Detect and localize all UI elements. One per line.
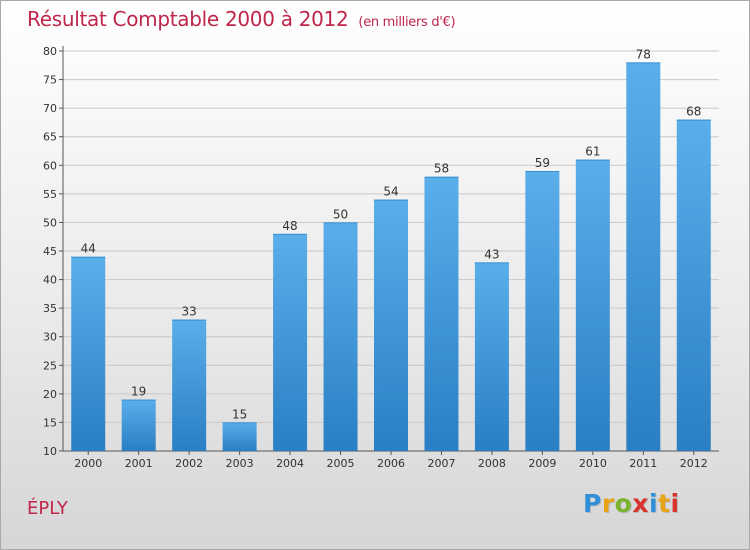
x-tick-label-2006: 2006 xyxy=(377,457,405,470)
y-tick-label: 15 xyxy=(43,416,57,429)
chart-subtitle: (en milliers d'€) xyxy=(358,15,456,30)
bar-2008[interactable] xyxy=(474,262,509,451)
x-tick-label-2007: 2007 xyxy=(427,457,455,470)
y-tick-label: 60 xyxy=(43,159,57,172)
logo-letter: t xyxy=(658,489,671,518)
bar-2012[interactable] xyxy=(676,119,711,452)
bar-2010[interactable] xyxy=(575,159,610,452)
bar-2009[interactable] xyxy=(525,171,560,451)
x-tick-label-2011: 2011 xyxy=(629,457,657,470)
bar-2006[interactable] xyxy=(374,199,408,451)
data-label-2005: 50 xyxy=(333,207,348,221)
logo-letter: x xyxy=(632,489,649,518)
data-label-2009: 59 xyxy=(535,156,550,170)
x-tick-label-2005: 2005 xyxy=(327,457,355,470)
x-tick-label-2003: 2003 xyxy=(226,457,254,470)
y-tick-label: 40 xyxy=(43,274,57,287)
chart-title: Résultat Comptable 2000 à 2012 (en millie… xyxy=(27,7,456,31)
data-label-2008: 43 xyxy=(484,247,499,261)
y-tick-label: 20 xyxy=(43,388,57,401)
y-tick-label: 75 xyxy=(43,74,57,87)
y-tick-label: 70 xyxy=(43,102,57,115)
bar-2005[interactable] xyxy=(323,222,358,451)
data-label-2010: 61 xyxy=(585,145,600,159)
y-tick-label: 30 xyxy=(43,331,57,344)
bar-2011[interactable] xyxy=(626,62,661,452)
x-tick-label-2010: 2010 xyxy=(579,457,607,470)
x-tick-label-2008: 2008 xyxy=(478,457,506,470)
bar-2002[interactable] xyxy=(172,319,207,451)
y-tick-label: 50 xyxy=(43,216,57,229)
data-label-2002: 33 xyxy=(182,305,197,319)
proxiti-logo[interactable]: Proxiti xyxy=(583,489,680,518)
y-tick-label: 80 xyxy=(43,45,57,58)
x-tick-label-2012: 2012 xyxy=(680,457,708,470)
y-tick-label: 10 xyxy=(43,445,57,458)
x-tick-label-2000: 2000 xyxy=(74,457,102,470)
y-tick-label: 65 xyxy=(43,131,57,144)
y-tick-label: 25 xyxy=(43,359,57,372)
x-tick-label-2009: 2009 xyxy=(528,457,556,470)
bar-2004[interactable] xyxy=(273,233,308,451)
logo-letter: i xyxy=(649,489,659,518)
x-tick-label-2002: 2002 xyxy=(175,457,203,470)
data-label-2004: 48 xyxy=(282,219,297,233)
data-label-2003: 15 xyxy=(232,407,247,421)
data-labels: 44 19 33 15 48 50 54 58 43 59 61 78 68 xyxy=(81,47,702,421)
logo-letter: o xyxy=(614,489,633,518)
y-tick-label: 55 xyxy=(43,188,57,201)
data-label-2000: 44 xyxy=(81,242,96,256)
bar-2003[interactable] xyxy=(222,422,257,451)
data-label-2006: 54 xyxy=(383,185,398,199)
bar-2007[interactable] xyxy=(424,176,459,451)
bar-2000[interactable] xyxy=(71,256,106,451)
bars xyxy=(71,62,711,452)
data-label-2011: 78 xyxy=(636,47,651,61)
commune-name: ÉPLY xyxy=(27,498,68,519)
bar-2001[interactable] xyxy=(121,399,156,451)
y-tick-label: 35 xyxy=(43,302,57,315)
x-tick-label-2004: 2004 xyxy=(276,457,304,470)
y-tick-label: 45 xyxy=(43,245,57,258)
logo-letter: r xyxy=(601,489,615,518)
data-label-2007: 58 xyxy=(434,162,449,176)
chart-title-text: Résultat Comptable 2000 à 2012 xyxy=(27,7,349,31)
logo-letter: i xyxy=(670,489,680,518)
x-tick-label-2001: 2001 xyxy=(125,457,153,470)
data-label-2001: 19 xyxy=(131,385,146,399)
logo-letter: P xyxy=(583,489,602,518)
data-label-2012: 68 xyxy=(686,105,701,119)
